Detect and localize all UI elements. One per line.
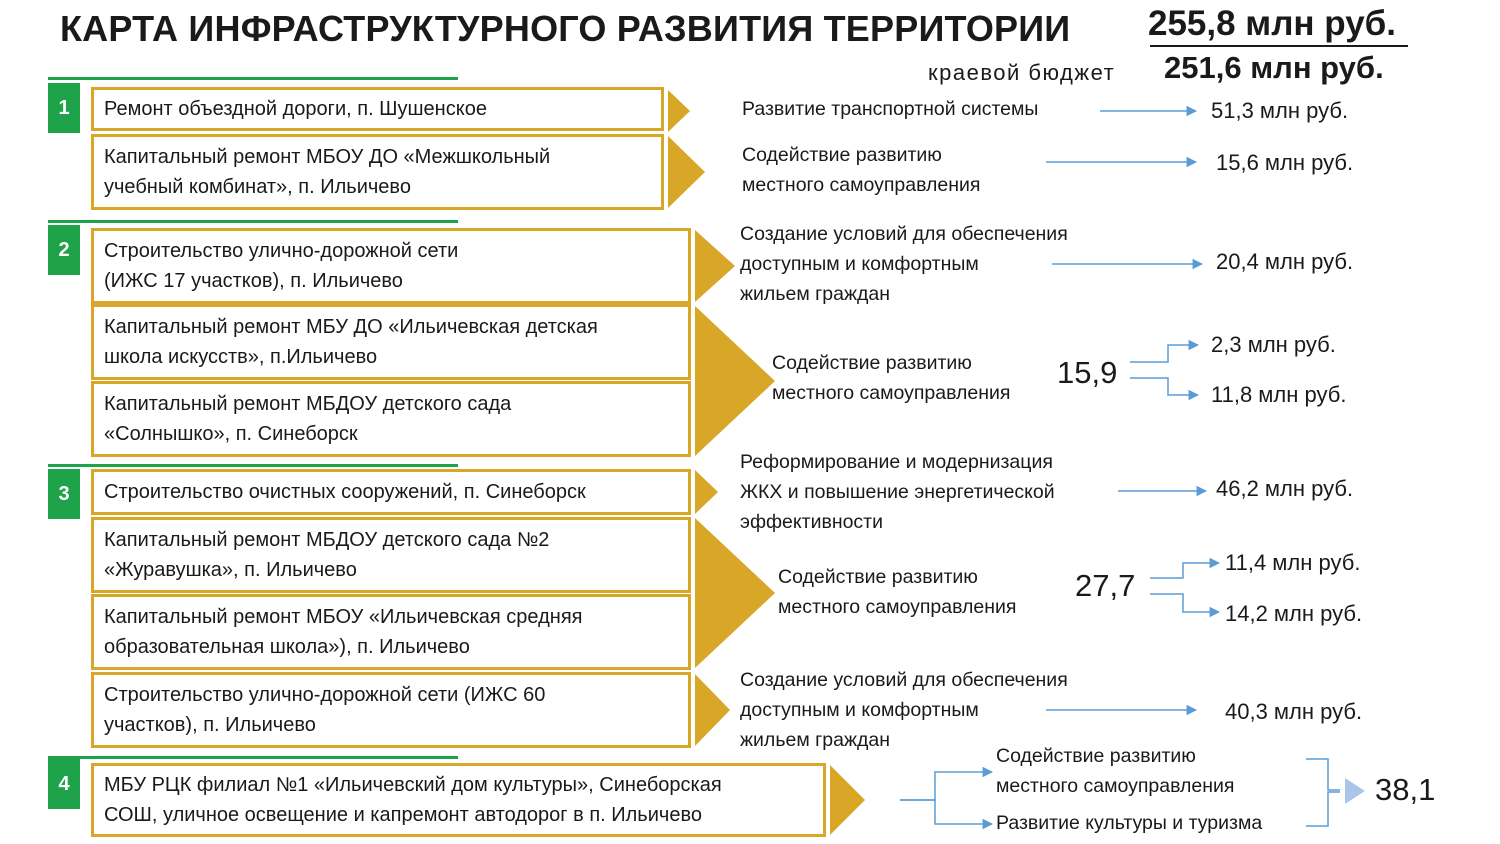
group-3-line xyxy=(48,464,458,467)
arrow-2b-up xyxy=(1130,339,1200,363)
chevron-1a xyxy=(668,90,690,132)
project-text: Строительство улично-дорожной сети (ИЖС … xyxy=(104,240,459,292)
project-box: МБУ РЦК филиал №1 «Ильичевский дом культ… xyxy=(91,763,826,837)
project-box: Строительство улично-дорожной сети (ИЖС … xyxy=(91,228,691,304)
chevron-1b xyxy=(668,136,705,208)
program-name: Содействие развитию местного самоуправле… xyxy=(778,566,1017,618)
program-name: Содействие развитию местного самоуправле… xyxy=(742,144,981,196)
project-text: Капитальный ремонт МБОУ «Ильичевская сре… xyxy=(104,606,583,658)
group-2-number: 2 xyxy=(48,225,80,275)
page-title: КАРТА ИНФРАСТРУКТУРНОГО РАЗВИТИЯ ТЕРРИТО… xyxy=(60,8,1071,49)
program-name: Создание условий для обеспечения доступн… xyxy=(740,223,1068,305)
amount-label: 2,3 млн руб. xyxy=(1211,332,1336,357)
project-box: Ремонт объездной дороги, п. Шушенское xyxy=(91,87,664,131)
project-box: Капитальный ремонт МБУ ДО «Ильичевская д… xyxy=(91,304,691,380)
program-name: Развитие транспортной системы xyxy=(742,98,1039,120)
program-name: Содействие развитию местного самоуправле… xyxy=(996,745,1235,797)
amount-label: 46,2 млн руб. xyxy=(1216,476,1354,501)
group-4-number: 4 xyxy=(48,759,80,809)
program-name: Развитие культуры и туризма xyxy=(996,812,1263,834)
arrow-3b-down xyxy=(1150,593,1221,618)
group-1-line xyxy=(48,77,458,80)
total-amount: 255,8 млн руб. xyxy=(1148,4,1397,43)
project-text: Капитальный ремонт МБУ ДО «Ильичевская д… xyxy=(104,316,598,368)
program-name: Создание условий для обеспечения доступн… xyxy=(740,669,1068,751)
project-text: Ремонт объездной дороги, п. Шушенское xyxy=(104,98,487,120)
arrow-4-total-head xyxy=(1345,778,1365,804)
project-box: Строительство улично-дорожной сети (ИЖС … xyxy=(91,672,691,748)
project-box: Капитальный ремонт МБОУ ДО «Межшкольный … xyxy=(91,134,664,210)
subtotal-value: 27,7 xyxy=(1075,568,1136,603)
arrow-3b-up xyxy=(1150,557,1221,579)
program-name: Содействие развитию местного самоуправле… xyxy=(772,352,1011,404)
amount-label: 11,8 млн руб. xyxy=(1211,382,1347,407)
arrow-4-down xyxy=(900,799,994,830)
chevron-3b xyxy=(695,518,775,668)
group-4-total: 38,1 xyxy=(1375,772,1436,807)
project-text: Капитальный ремонт МБДОУ детского сада №… xyxy=(104,529,550,581)
amount-label: 15,6 млн руб. xyxy=(1216,150,1354,175)
amount-label: 20,4 млн руб. xyxy=(1216,249,1354,274)
project-box: Строительство очистных сооружений, п. Си… xyxy=(91,469,691,515)
chevron-2a xyxy=(695,230,735,302)
amount-label: 14,2 млн руб. xyxy=(1225,601,1363,626)
regional-budget-label: краевой бюджет xyxy=(928,60,1116,85)
project-box: Капитальный ремонт МБДОУ детского сада «… xyxy=(91,381,691,457)
project-text: Строительство улично-дорожной сети (ИЖС … xyxy=(104,684,546,736)
subtotal-value: 15,9 xyxy=(1057,355,1118,390)
amount-label: 51,3 млн руб. xyxy=(1211,98,1349,123)
chevron-2b xyxy=(695,306,775,456)
arrow-4-up xyxy=(900,766,994,801)
group-2-line xyxy=(48,220,458,223)
bracket-4-top xyxy=(1306,758,1340,791)
project-text: Капитальный ремонт МБОУ ДО «Межшкольный … xyxy=(104,146,551,198)
chevron-3c xyxy=(695,674,730,746)
regional-budget-value: 251,6 млн руб. xyxy=(1164,50,1384,85)
arrow-2b-down xyxy=(1130,377,1200,401)
project-text: Капитальный ремонт МБДОУ детского сада «… xyxy=(104,393,512,445)
project-box: Капитальный ремонт МБОУ «Ильичевская сре… xyxy=(91,594,691,670)
bracket-4-bottom xyxy=(1306,791,1340,827)
program-name: Реформирование и модернизация ЖКХ и повы… xyxy=(740,451,1055,533)
chevron-3a xyxy=(695,470,718,514)
group-1-number: 1 xyxy=(48,83,80,133)
project-text: Строительство очистных сооружений, п. Си… xyxy=(104,481,586,503)
group-4-line xyxy=(48,756,458,759)
amount-label: 40,3 млн руб. xyxy=(1225,699,1363,724)
amount-label: 11,4 млн руб. xyxy=(1225,550,1361,575)
project-text: МБУ РЦК филиал №1 «Ильичевский дом культ… xyxy=(104,774,722,826)
chevron-4 xyxy=(830,765,865,835)
group-3-number: 3 xyxy=(48,469,80,519)
project-box: Капитальный ремонт МБДОУ детского сада №… xyxy=(91,517,691,593)
total-underline xyxy=(1150,45,1408,47)
